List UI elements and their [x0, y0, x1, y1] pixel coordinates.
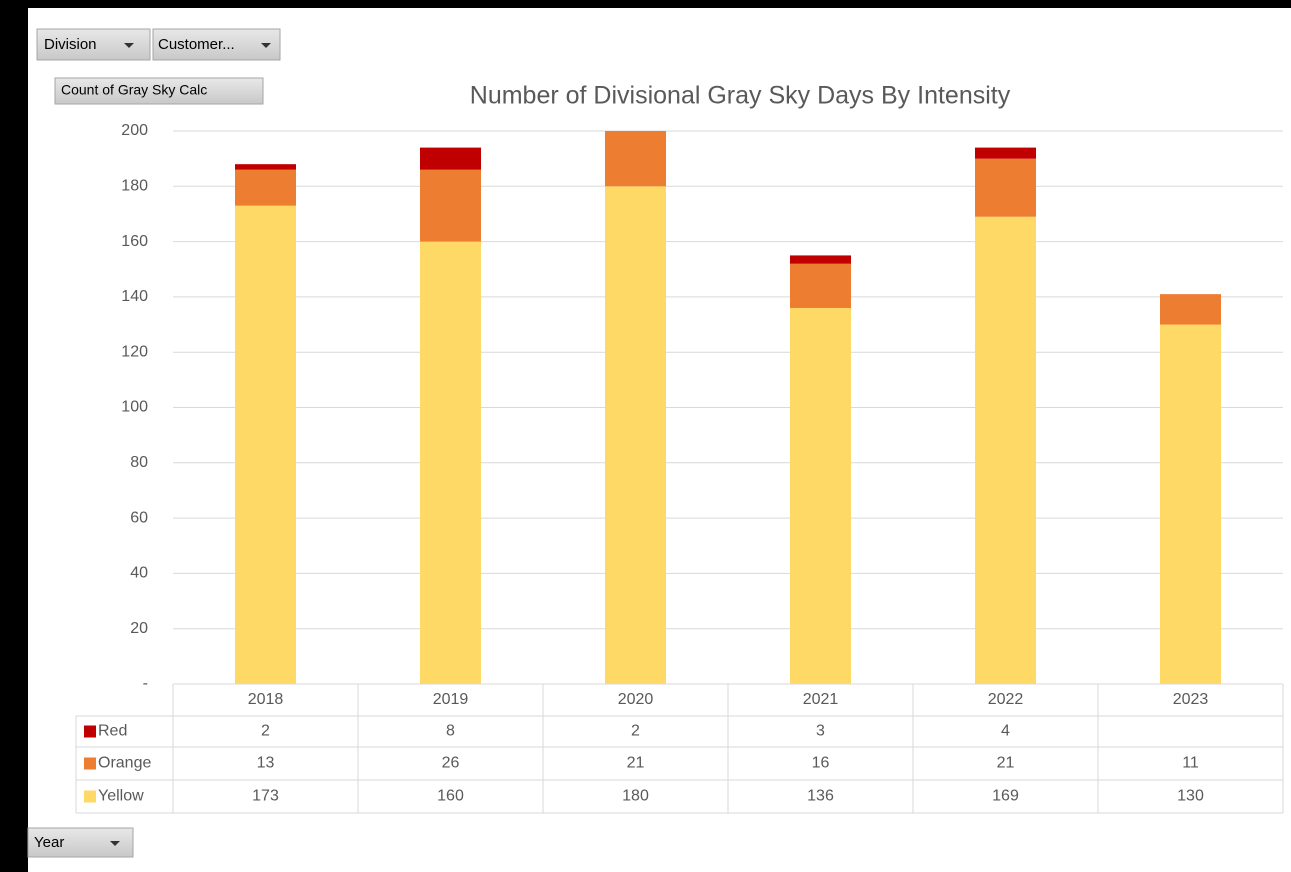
- y-tick-label: 20: [130, 620, 148, 637]
- button-bg: [54, 77, 264, 105]
- bar-segment: [975, 216, 1036, 684]
- table-value: 173: [252, 788, 279, 805]
- legend-label: Red: [98, 723, 127, 740]
- division-button[interactable]: Division: [36, 28, 151, 61]
- table-value: 2: [631, 723, 640, 740]
- bar-segment: [605, 186, 666, 684]
- legend-label: Yellow: [98, 788, 144, 805]
- bar-segment: [420, 241, 481, 684]
- bar-segment: [1160, 324, 1221, 684]
- bar-segment: [235, 164, 296, 170]
- table-value: 21: [997, 755, 1015, 772]
- bar-segment: [235, 205, 296, 684]
- y-tick-label: 180: [121, 178, 148, 195]
- table-value: 11: [1182, 755, 1199, 772]
- button-label: Customer...: [158, 36, 235, 53]
- x-tick-label: 2020: [618, 691, 654, 708]
- bar-segment: [975, 158, 1036, 217]
- table-value: 169: [992, 788, 1019, 805]
- x-tick-label: 2018: [248, 691, 284, 708]
- table-value: 13: [257, 755, 275, 772]
- table-value: 16: [812, 755, 830, 772]
- y-tick-label: 120: [121, 343, 148, 360]
- y-tick-label: 200: [121, 122, 148, 139]
- legend-key: [84, 725, 96, 738]
- bar-segment: [420, 147, 481, 170]
- x-tick-label: 2023: [1173, 691, 1209, 708]
- y-tick-label: 140: [121, 288, 148, 305]
- bar-segment: [1160, 294, 1221, 325]
- value-button[interactable]: Count of Gray Sky Calc: [54, 77, 264, 105]
- chart-title: Number of Divisional Gray Sky Days By In…: [470, 82, 1011, 110]
- dropdown-arrow: [110, 841, 120, 846]
- data-table: 2018 2019 2020 2021 2022 2023 Red 2 8 2 3 4 Orange 13…: [75, 683, 1284, 814]
- bar-segment: [790, 263, 851, 308]
- y-tick-label: 40: [130, 565, 148, 582]
- bar-segment: [790, 255, 851, 264]
- button-label: Count of Gray Sky Calc: [61, 82, 207, 98]
- legend-label: Orange: [98, 755, 151, 772]
- customer-button[interactable]: Customer...: [152, 28, 281, 61]
- y-tick-label: -: [143, 675, 148, 692]
- table-value: 180: [622, 788, 649, 805]
- year-button[interactable]: Year: [27, 827, 134, 858]
- table-value: 3: [816, 723, 825, 740]
- legend-key: [84, 757, 96, 770]
- x-tick-label: 2022: [988, 691, 1024, 708]
- bar-segment: [605, 131, 666, 187]
- button-label: Division: [44, 36, 97, 53]
- table-value: 21: [627, 755, 645, 772]
- dropdown-arrow: [124, 43, 134, 48]
- bar-segment: [790, 307, 851, 684]
- bar-segment: [420, 169, 481, 242]
- table-value: 26: [442, 755, 460, 772]
- y-tick-label: 100: [121, 399, 148, 416]
- bar-segment: [235, 169, 296, 206]
- table-value: 2: [261, 723, 270, 740]
- bar-segment: [975, 147, 1036, 159]
- button-label: Year: [34, 834, 64, 851]
- table-value: 136: [807, 788, 834, 805]
- legend-key: [84, 790, 96, 803]
- bars: [235, 131, 1221, 684]
- x-tick-label: 2019: [433, 691, 469, 708]
- y-tick-label: 60: [130, 509, 148, 526]
- dropdown-arrow: [261, 43, 271, 48]
- table-value: 4: [1001, 723, 1010, 740]
- table-value: 8: [446, 723, 455, 740]
- y-tick-label: 160: [121, 233, 148, 250]
- y-tick-label: 80: [130, 454, 148, 471]
- table-value: 130: [1177, 788, 1204, 805]
- x-tick-label: 2021: [803, 691, 839, 708]
- table-value: 160: [437, 788, 464, 805]
- button-bg: [152, 28, 281, 61]
